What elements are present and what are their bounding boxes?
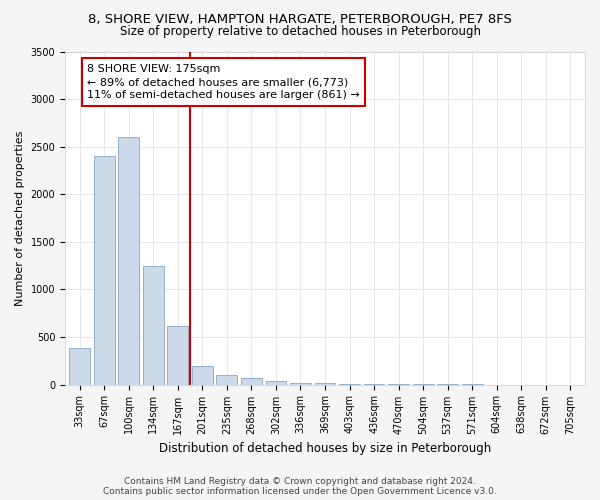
Bar bbox=[217, 374, 238, 384]
Bar bbox=[94, 156, 115, 384]
Y-axis label: Number of detached properties: Number of detached properties bbox=[15, 130, 25, 306]
Bar bbox=[241, 378, 262, 384]
X-axis label: Distribution of detached houses by size in Peterborough: Distribution of detached houses by size … bbox=[159, 442, 491, 455]
Text: 8 SHORE VIEW: 175sqm
← 89% of detached houses are smaller (6,773)
11% of semi-de: 8 SHORE VIEW: 175sqm ← 89% of detached h… bbox=[87, 64, 360, 100]
Bar bbox=[167, 326, 188, 384]
Bar bbox=[266, 381, 286, 384]
Text: 8, SHORE VIEW, HAMPTON HARGATE, PETERBOROUGH, PE7 8FS: 8, SHORE VIEW, HAMPTON HARGATE, PETERBOR… bbox=[88, 12, 512, 26]
Bar bbox=[118, 137, 139, 384]
Bar bbox=[192, 366, 213, 384]
Text: Contains HM Land Registry data © Crown copyright and database right 2024.
Contai: Contains HM Land Registry data © Crown c… bbox=[103, 476, 497, 496]
Bar bbox=[70, 348, 90, 384]
Text: Size of property relative to detached houses in Peterborough: Size of property relative to detached ho… bbox=[119, 25, 481, 38]
Bar bbox=[143, 266, 164, 384]
Bar bbox=[290, 382, 311, 384]
